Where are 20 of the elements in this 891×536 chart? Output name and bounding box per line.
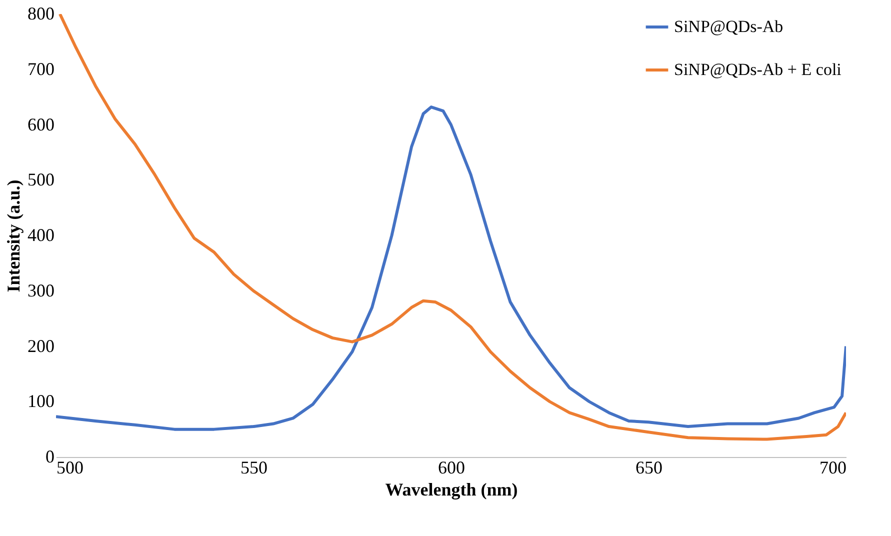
x-tick-label: 700 [820,458,846,478]
x-tick-label: 500 [56,458,84,478]
line-series [58,14,846,441]
line-series [56,106,846,431]
x-tick-label: 650 [636,458,662,478]
x-tick-label: 600 [438,458,465,478]
y-tick-label: 400 [28,225,54,245]
y-tick-label: 700 [28,58,54,79]
y-tick-label: 0 [46,446,54,466]
legend-label: SiNP@QDs-Ab [674,17,784,36]
x-axis-title: Wavelength (nm) [385,480,518,500]
y-tick-label: 200 [28,336,54,356]
y-tick-label: 100 [28,391,54,412]
y-axis-title: Intensity (a.u.) [4,180,24,292]
legend-label: SiNP@QDs-Ab + E coli [674,60,842,79]
x-tick-label: 550 [240,458,268,478]
y-tick-label: 300 [28,280,54,300]
y-tick-label: 800 [28,4,54,24]
y-tick-label: 600 [28,114,54,134]
y-tick-label: 500 [28,170,54,190]
